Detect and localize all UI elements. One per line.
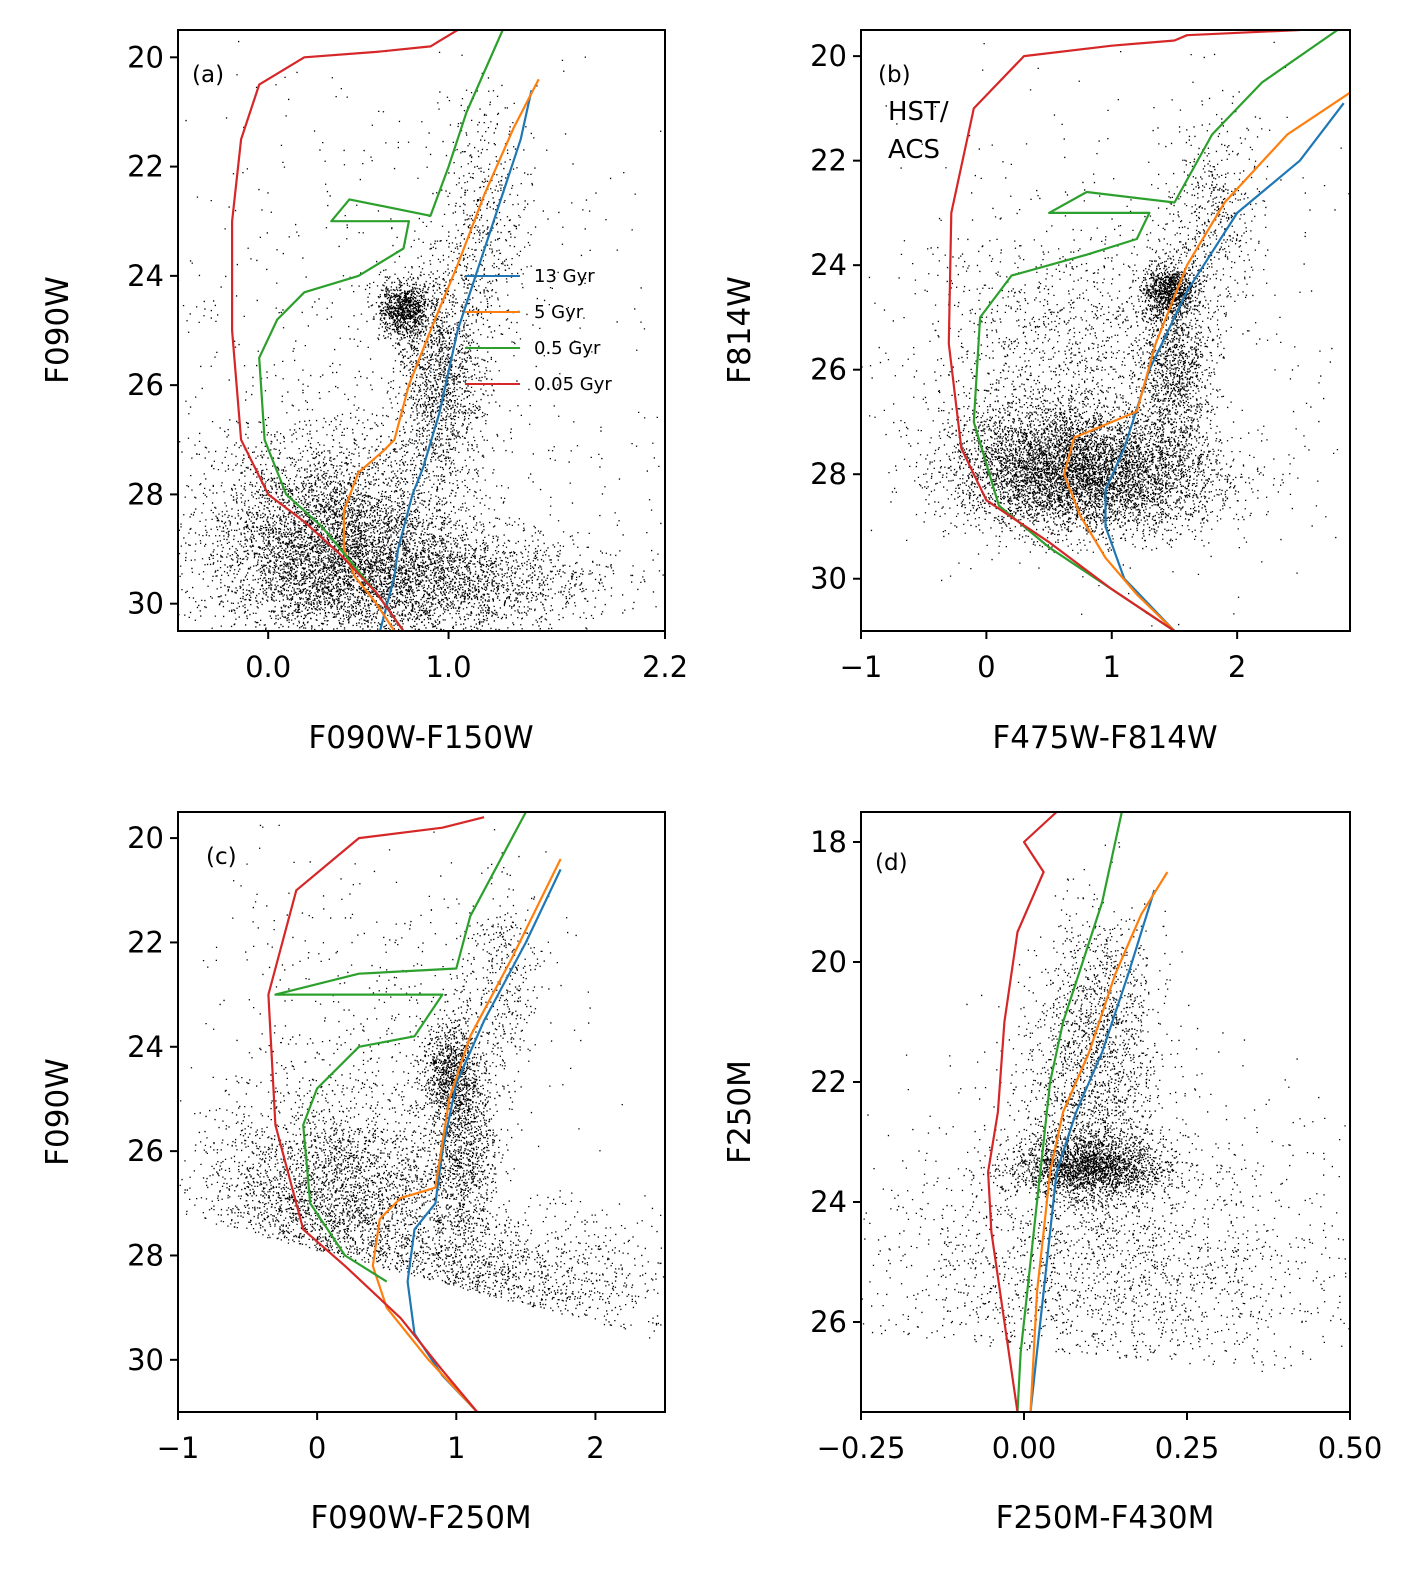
y-tick-label: 28 <box>127 477 164 511</box>
y-tick-label: 22 <box>810 144 847 178</box>
isochrones-c <box>267 812 562 1412</box>
annotation-hst-acs: HST/ ACS <box>888 97 957 165</box>
y-tick-label: 30 <box>127 587 164 621</box>
axes-frame-d <box>860 811 1351 1413</box>
axes-frame-a <box>177 29 666 632</box>
y-tick-label: 20 <box>810 39 847 73</box>
scatter-points-c <box>178 824 665 1339</box>
isochrones-b <box>947 30 1350 631</box>
y-axis-label-c: F090W <box>40 1058 76 1166</box>
point-cloud <box>178 824 665 1339</box>
isochrone-5-gyr <box>1029 871 1169 1412</box>
y-tick-label: 24 <box>127 259 164 293</box>
y-tick-label: 30 <box>127 1343 164 1377</box>
x-tick-label: 0 <box>308 1431 326 1465</box>
isochrones-d <box>986 812 1169 1412</box>
point-cloud <box>861 41 1350 631</box>
x-tick-label: 0.00 <box>992 1431 1057 1465</box>
ticks-a: 0.0 1.0 2.2 20 22 24 26 28 30 <box>127 40 688 684</box>
x-tick-label: 0.25 <box>1155 1431 1220 1465</box>
scatter-points-d <box>861 842 1350 1372</box>
ticks-c: −1 0 1 2 20 22 24 26 28 30 <box>127 821 605 1465</box>
y-tick-label: 26 <box>810 1305 847 1339</box>
y-tick-label: 26 <box>810 353 847 387</box>
x-tick-label: 1 <box>1103 650 1121 684</box>
isochrone-5-gyr <box>371 858 562 1412</box>
y-axis-label-a: F090W <box>40 276 76 384</box>
isochrone-0p5-gyr <box>1016 812 1123 1412</box>
legend-label-13gyr: 13 Gyr <box>534 266 595 287</box>
ticks-d: −0.25 0.00 0.25 0.50 18 20 22 24 26 <box>810 825 1382 1465</box>
legend-label-0p05gyr: 0.05 Gyr <box>534 374 612 395</box>
y-tick-label: 22 <box>127 925 164 959</box>
x-axis-label-d: F250M-F430M <box>996 1500 1215 1536</box>
y-tick-label: 20 <box>127 40 164 74</box>
isochrone-0p05-gyr <box>947 30 1300 631</box>
isochrone-0p5-gyr <box>972 30 1339 631</box>
point-cloud <box>178 40 665 631</box>
y-tick-label: 28 <box>810 457 847 491</box>
isochrone-0p5-gyr <box>258 30 504 631</box>
x-axis-label-c: F090W-F250M <box>310 1500 531 1536</box>
isochrone-0p05-gyr <box>986 812 1058 1412</box>
x-tick-label: 2 <box>586 1431 604 1465</box>
y-tick-label: 24 <box>127 1030 164 1064</box>
annotation-line-2: ACS <box>888 135 940 165</box>
panel-label-a: (a) <box>192 62 224 88</box>
panel-label-d: (d) <box>875 850 908 876</box>
y-tick-label: 24 <box>810 1185 847 1219</box>
x-tick-label: 1 <box>447 1431 465 1465</box>
y-tick-label: 24 <box>810 248 847 282</box>
isochrones-a <box>231 30 540 631</box>
panel-b: −1 0 1 2 20 22 24 26 28 30 (b) HST/ ACS F475W-F81… <box>722 29 1351 756</box>
isochrone-0p05-gyr <box>231 30 459 631</box>
point-cloud <box>861 842 1350 1372</box>
isochrone-5-gyr <box>1062 91 1350 631</box>
isochrone-13-gyr <box>1104 102 1345 631</box>
isochrone-0p5-gyr <box>274 812 527 1283</box>
y-tick-label: 26 <box>127 368 164 402</box>
isochrone-13-gyr <box>406 868 562 1412</box>
scatter-points-b <box>861 41 1350 631</box>
x-tick-label: −0.25 <box>817 1431 906 1465</box>
isochrone-13-gyr <box>378 89 533 631</box>
isochrone-13-gyr <box>1029 889 1156 1412</box>
x-axis-label-b: F475W-F814W <box>992 720 1217 756</box>
y-tick-label: 22 <box>810 1065 847 1099</box>
axes-frame-b <box>860 29 1351 632</box>
isochrone-5-gyr <box>342 78 540 631</box>
y-tick-label: 20 <box>127 821 164 855</box>
x-axis-label-a: F090W-F150W <box>308 720 533 756</box>
x-tick-label: 1.0 <box>425 650 471 684</box>
x-tick-label: 2 <box>1228 650 1246 684</box>
x-tick-label: 0.0 <box>245 650 291 684</box>
x-tick-label: 2.2 <box>642 650 688 684</box>
x-tick-label: −1 <box>840 650 883 684</box>
y-axis-label-d: F250M <box>722 1060 758 1164</box>
ticks-b: −1 0 1 2 20 22 24 26 28 30 <box>810 39 1246 684</box>
x-tick-label: 0.50 <box>1318 1431 1383 1465</box>
scatter-points-a <box>178 40 665 631</box>
y-tick-label: 30 <box>810 562 847 596</box>
legend-label-0p5gyr: 0.5 Gyr <box>534 338 601 359</box>
x-tick-label: 0 <box>977 650 995 684</box>
legend-label-5gyr: 5 Gyr <box>534 302 584 323</box>
annotation-line-1: HST/ <box>888 97 949 127</box>
panel-a: 0.0 1.0 2.2 20 22 24 26 28 30 (a) F090W-F150W F0… <box>40 29 688 756</box>
y-axis-label-b: F814W <box>722 276 758 384</box>
isochrone-0p05-gyr <box>267 816 485 1412</box>
y-tick-label: 20 <box>810 945 847 979</box>
y-tick-label: 18 <box>810 825 847 859</box>
panel-d: −0.25 0.00 0.25 0.50 18 20 22 24 26 (d) F250M-F4… <box>722 811 1382 1536</box>
axes-frame-c <box>177 811 666 1413</box>
legend-a: 13 Gyr 5 Gyr 0.5 Gyr 0.05 Gyr <box>465 266 612 395</box>
y-tick-label: 22 <box>127 150 164 184</box>
panel-label-b: (b) <box>878 62 911 88</box>
y-tick-label: 28 <box>127 1238 164 1272</box>
x-tick-label: −1 <box>157 1431 200 1465</box>
panel-label-c: (c) <box>206 844 237 870</box>
y-tick-label: 26 <box>127 1134 164 1168</box>
panel-c: −1 0 1 2 20 22 24 26 28 30 (c) F090W-F250M F090W <box>40 811 666 1536</box>
